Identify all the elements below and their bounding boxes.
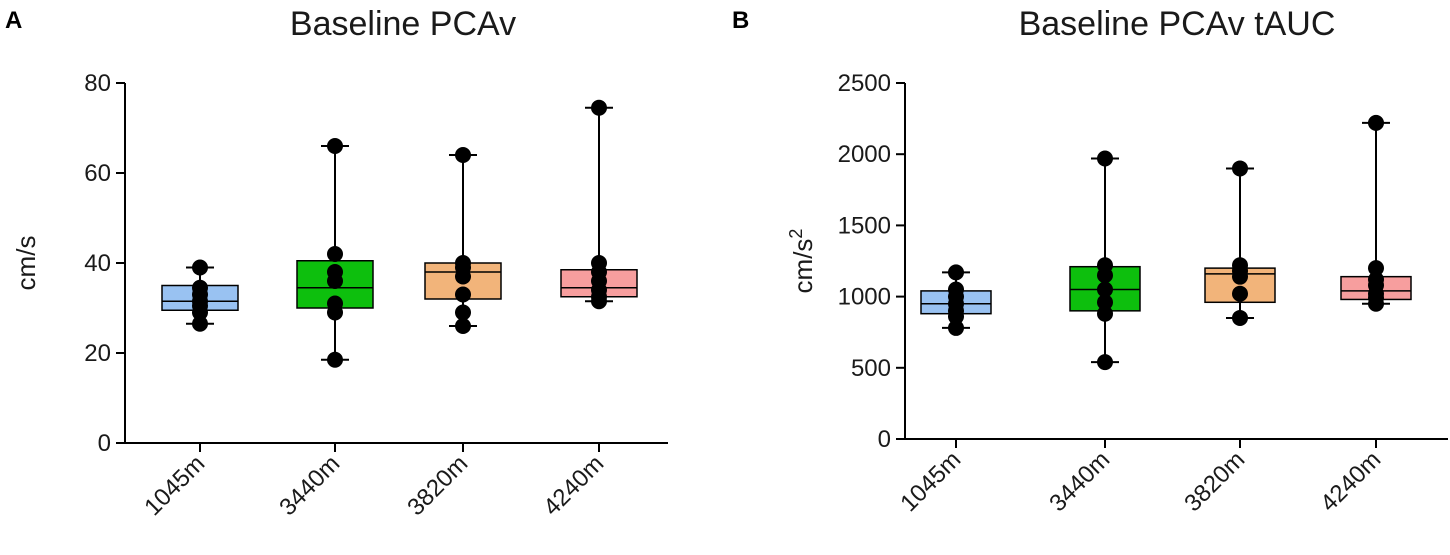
data-point (1097, 150, 1113, 167)
data-point (192, 259, 208, 276)
x-tick-label: 3440m (274, 450, 345, 521)
data-point (192, 279, 208, 296)
y-axis-label: cm/s (11, 236, 41, 291)
y-tick-label: 1500 (838, 212, 891, 239)
data-point (591, 99, 607, 116)
data-point (455, 286, 471, 303)
y-tick-label: 40 (84, 250, 111, 277)
data-point (948, 264, 964, 281)
y-tick-label: 80 (84, 70, 111, 97)
y-tick-label: 1000 (838, 284, 891, 311)
y-axis-label: cm/s2 (786, 229, 818, 294)
x-tick-label: 4240m (1315, 446, 1386, 517)
data-point (192, 315, 208, 332)
y-tick-label: 0 (98, 430, 111, 457)
x-tick-label: 3820m (1179, 446, 1250, 517)
y-tick-label: 60 (84, 160, 111, 187)
data-point (948, 281, 964, 298)
data-point (1232, 309, 1248, 326)
panel-letter: B (732, 7, 749, 34)
chart-title: Baseline PCAv (290, 5, 516, 43)
data-point (327, 295, 343, 312)
x-tick-label: 3440m (1044, 446, 1115, 517)
data-point (1232, 160, 1248, 177)
y-tick-label: 0 (878, 426, 891, 453)
data-point (1368, 260, 1384, 277)
data-point (1232, 285, 1248, 302)
data-point (327, 264, 343, 280)
box-group-1045m (920, 264, 992, 336)
data-point (1097, 281, 1113, 298)
y-tick-label: 500 (851, 355, 891, 382)
data-point (455, 304, 471, 321)
data-point (1097, 257, 1113, 274)
x-tick-label: 1045m (895, 446, 966, 517)
x-tick-label: 3820m (402, 450, 473, 521)
box-group-3820m (424, 147, 502, 334)
chart-panel-b: B Baseline PCAv tAUC cm/s2 0 500 1000 1500 2000… (732, 5, 1448, 517)
y-tick-label: 2500 (838, 70, 891, 97)
data-point (1368, 271, 1384, 288)
data-point (455, 147, 471, 163)
box-group-3440m (296, 138, 374, 368)
data-point (1368, 114, 1384, 131)
panel-letter: A (5, 7, 22, 34)
box-group-3820m (1204, 160, 1276, 326)
data-point (948, 319, 964, 336)
x-tick-label: 1045m (139, 450, 210, 521)
data-point (327, 246, 343, 262)
data-point (1097, 354, 1113, 371)
box-group-1045m (161, 259, 239, 332)
y-axis-label-text: cm/s (11, 236, 41, 291)
y-tick-label: 2000 (838, 141, 891, 168)
data-point (591, 255, 607, 271)
box-group-4240m (560, 99, 638, 310)
chart-title: Baseline PCAv tAUC (1019, 5, 1336, 43)
chart-panel-a: A Baseline PCAv cm/s 0 20 40 60 80 1045m 3440m 382… (5, 5, 668, 521)
box-group-4240m (1340, 114, 1412, 312)
y-axis-label-text: cm/s (788, 239, 818, 294)
data-point (327, 351, 343, 368)
y-axis-label-superscript: 2 (786, 229, 806, 239)
box-group-3440m (1069, 150, 1141, 371)
data-point (455, 255, 471, 271)
data-point (455, 318, 471, 334)
data-point (1097, 294, 1113, 311)
y-tick-label: 20 (84, 340, 111, 367)
data-point (1097, 305, 1113, 322)
data-point (1232, 257, 1248, 274)
data-point (327, 138, 343, 154)
x-tick-label: 4240m (538, 450, 609, 521)
